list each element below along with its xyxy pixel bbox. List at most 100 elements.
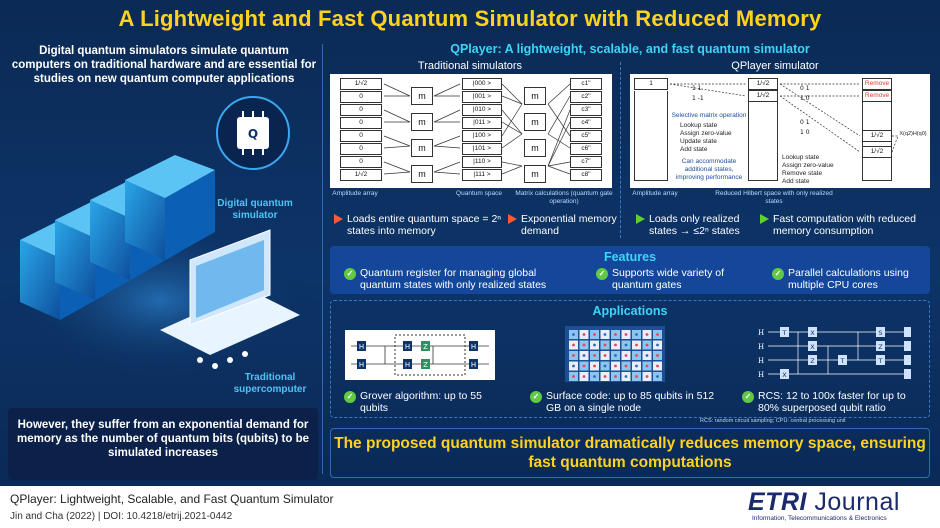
grover-circuit: H H H Z H H Z H [345, 330, 495, 380]
qubit-dot [614, 343, 617, 347]
state-cell-2: |001 > [462, 91, 502, 103]
rcs-gate-1: T [782, 329, 787, 337]
grover-gate-4: Z [423, 343, 428, 351]
traditional-point-1: Loads entire quantum space = 2ⁿ states i… [334, 213, 504, 237]
digital-simulator-label: Digital quantum simulator [217, 198, 293, 221]
laptop-icon [160, 229, 300, 355]
conclusion-banner: The proposed quantum simulator dramatica… [330, 428, 930, 478]
applications-panel [330, 300, 930, 418]
rcs-gate-6: T [840, 357, 845, 365]
qp-op-title: Selective matrix operation [671, 112, 747, 119]
qp-op2-3: Remove state [782, 170, 823, 177]
qubit-dot [635, 364, 638, 368]
traditional-diagram: 1/√2 0 0 0 0 0 0 1/√2 |000 > |001 > |010 > |011 > |… [330, 74, 612, 188]
infographic-poster: A Lightweight and Fast Quantum Simulator… [0, 0, 940, 486]
qp-remove-cell-1: Remove [862, 78, 892, 90]
qubit-dot [645, 364, 649, 368]
qubit-dot [572, 343, 575, 347]
qubit-dot [593, 364, 596, 368]
svg-text:0 1: 0 1 [800, 85, 810, 92]
rcs-gate-9: T [878, 357, 883, 365]
caption-amplitude: Amplitude array [332, 190, 378, 197]
green-arrow-icon [636, 214, 645, 224]
grover-gate-2: H [359, 361, 364, 369]
qp-op-3: Update state [680, 138, 717, 145]
qubit-dot [603, 364, 607, 368]
qubit-dot [624, 375, 628, 378]
qubit-dot [645, 343, 649, 347]
state-cell-8: |111 > [462, 169, 502, 181]
qp-op-1: Lookup state [680, 122, 718, 129]
qubit-dot [582, 364, 586, 368]
coeff-cell-4: c4'' [570, 117, 602, 129]
matrix-box-b-2: m [524, 113, 546, 131]
features-panel [330, 246, 930, 294]
state-cell-1: |000 > [462, 78, 502, 90]
matrix-box-b-3: m [524, 139, 546, 157]
etri-journal-logo[interactable]: ETRI Journal [748, 488, 900, 517]
qplayer-heading: QPlayer: A lightweight, scalable, and fa… [450, 42, 810, 56]
check-icon: ✓ [596, 268, 608, 280]
coeff-cell-2: c2'' [570, 91, 602, 103]
matrix-box-a-3: m [411, 139, 433, 157]
qp-caption-amplitude: Amplitude array [632, 190, 678, 197]
citation: Jin and Cha (2022) | DOI: 10.4218/etrij.… [10, 511, 233, 522]
logo-journal: Journal [814, 488, 900, 516]
rcs-gate-5: Z [810, 357, 815, 365]
state-flow-lines [383, 83, 571, 175]
qubit-dot [572, 364, 575, 368]
logo-subtitle: Information, Telecommunications & Electr… [752, 515, 887, 522]
caption-matrix: Matrix calculations (quantum gate operat… [515, 190, 613, 205]
qubit-dot [635, 354, 638, 357]
surface-code-lattice [565, 326, 665, 382]
matrix-box-a-2: m [411, 113, 433, 131]
rcs-circuit: H H H H T X S X Z T X Z T [758, 327, 911, 379]
qubit-dot [593, 343, 596, 347]
qp-op-4: Add state [680, 146, 708, 153]
red-arrow-icon [334, 214, 343, 224]
supercomputer-illustration [10, 155, 310, 380]
traditional-heading: Traditional simulators [417, 60, 523, 72]
intro-text: Digital quantum simulators simulate quan… [11, 45, 317, 85]
qubit-dot [582, 354, 586, 357]
qubit-dot [635, 333, 638, 336]
amplitude-cell-8: 1/√2 [340, 169, 382, 181]
qubit-dot [603, 375, 607, 378]
app-item-2: ✓ Surface code: up to 85 qubits in 512 GB… [530, 390, 720, 414]
grover-gate-3: H [405, 343, 410, 351]
quantum-chip-icon: Q [216, 96, 290, 170]
qubit-dot [572, 354, 575, 357]
amplitude-cell-1: 1/√2 [340, 78, 382, 90]
svg-text:Q: Q [248, 127, 258, 141]
paper-title: QPlayer: Lightweight, Scalable, and Fast… [10, 492, 334, 506]
svg-text:1 0: 1 0 [800, 95, 810, 102]
traditional-point-2: Exponential memory demand [508, 213, 618, 237]
qubit-dot [593, 375, 596, 378]
qplayer-point-2: Fast computation with reduced memory con… [760, 213, 930, 237]
amplitude-cell-2: 0 [340, 91, 382, 103]
matrix-box-b-4: m [524, 165, 546, 183]
rcs-gate-2: X [810, 329, 815, 337]
coeff-cell-1: c1'' [570, 78, 602, 90]
qubit-dot [582, 343, 586, 347]
red-arrow-icon [508, 214, 517, 224]
state-cell-4: |011 > [462, 117, 502, 129]
poster-title: A Lightweight and Fast Quantum Simulator… [118, 6, 822, 31]
qplayer-sim-heading: QPlayer simulator [731, 60, 819, 72]
qubit-dot [603, 333, 607, 336]
coeff-cell-3: c3'' [570, 104, 602, 116]
abbreviation-footnote: RCS: random circuit sampling; CPU: centr… [700, 418, 846, 424]
state-cell-7: |110 > [462, 156, 502, 168]
amplitude-cell-4: 0 [340, 117, 382, 129]
qubit-dot [635, 375, 638, 378]
qp-op2-2: Assign zero-value [782, 162, 834, 169]
grover-gate-1: H [359, 343, 364, 351]
state-cell-6: |101 > [462, 143, 502, 155]
qp-flow-lines: 1 1 1 -1 0 1 1 0 0 1 1 0 [669, 83, 899, 153]
rcs-gate-3: S [878, 329, 882, 337]
qubit-dot [593, 333, 596, 336]
amplitude-cell-6: 0 [340, 143, 382, 155]
green-arrow-icon [760, 214, 769, 224]
features-title: Features [603, 250, 657, 264]
qp-accommodate: Can accommodate additional states, impro… [675, 158, 743, 181]
